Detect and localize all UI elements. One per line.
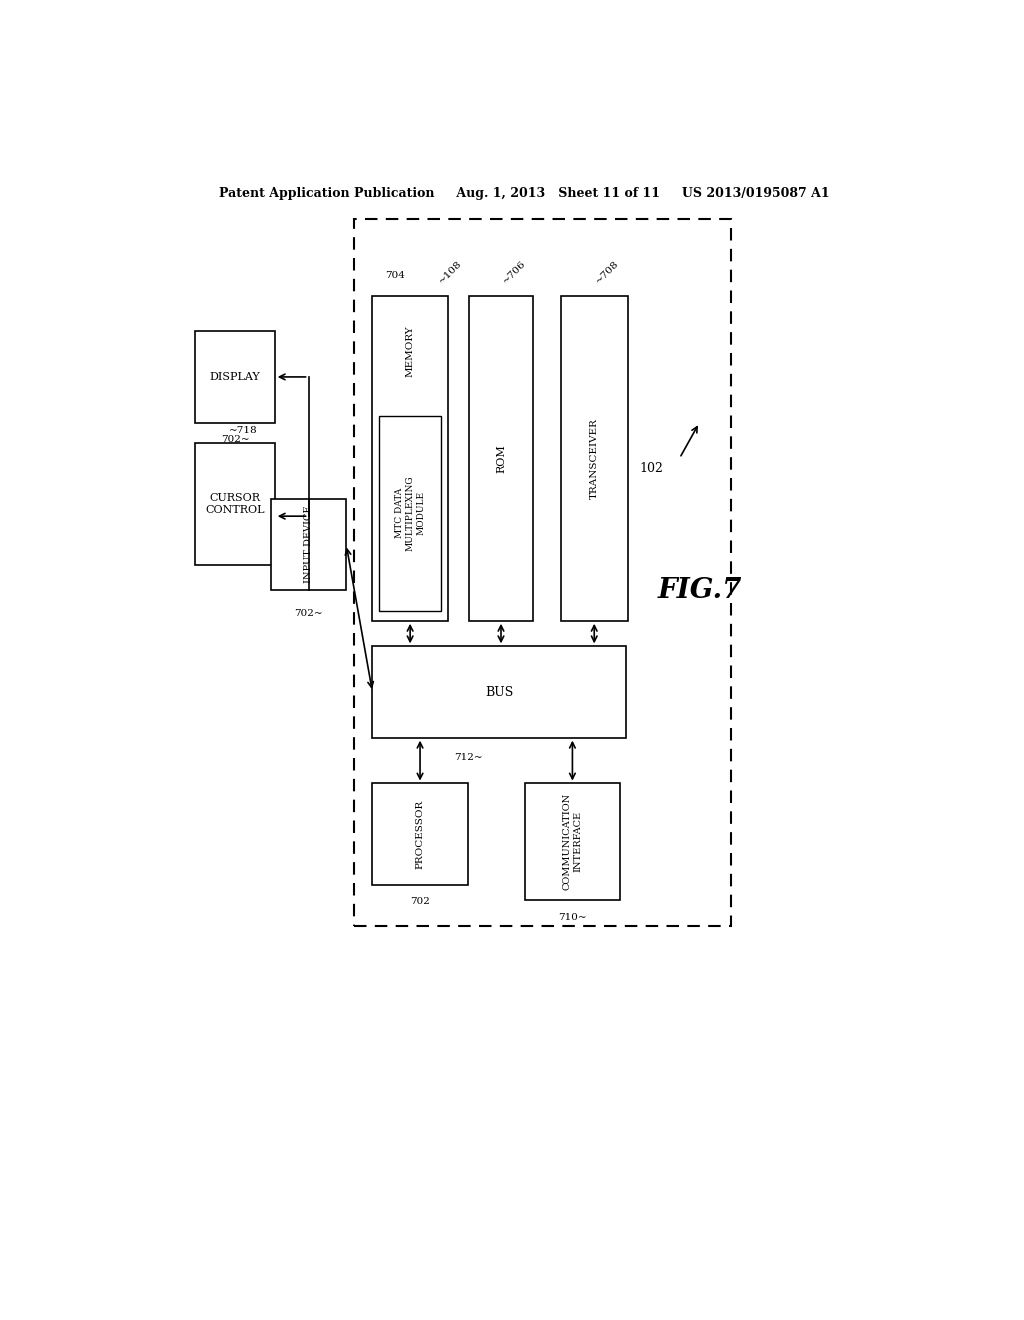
Text: 102: 102 [640, 462, 664, 475]
Text: FIG.7: FIG.7 [657, 577, 741, 603]
Text: PROCESSOR: PROCESSOR [416, 800, 425, 869]
Bar [270, 499, 346, 590]
Bar [469, 296, 532, 620]
Text: Patent Application Publication     Aug. 1, 2013   Sheet 11 of 11     US 2013/019: Patent Application Publication Aug. 1, 2… [219, 187, 830, 201]
Text: ROM: ROM [496, 444, 506, 473]
Bar [373, 784, 468, 886]
Bar [524, 784, 620, 900]
Text: 712~: 712~ [455, 752, 483, 762]
Bar [379, 416, 441, 611]
Text: MEMORY: MEMORY [406, 325, 415, 376]
Text: ~708: ~708 [594, 259, 621, 285]
Bar [196, 444, 274, 565]
Text: ~718: ~718 [228, 426, 257, 434]
Text: 702~: 702~ [221, 434, 250, 444]
Text: TRANSCEIVER: TRANSCEIVER [590, 418, 599, 499]
Text: CURSOR
CONTROL: CURSOR CONTROL [206, 494, 265, 515]
Text: INPUT DEVICE: INPUT DEVICE [304, 506, 313, 583]
Text: 702~: 702~ [294, 609, 323, 618]
Text: 704: 704 [385, 272, 404, 280]
Bar [354, 219, 731, 925]
Bar [196, 331, 274, 422]
Bar [373, 647, 627, 738]
Text: MTC DATA
MULTIPLEXING
MODULE: MTC DATA MULTIPLEXING MODULE [395, 475, 425, 550]
Text: 702: 702 [410, 898, 430, 907]
Text: ~706: ~706 [501, 259, 527, 285]
Bar [560, 296, 628, 620]
Text: DISPLAY: DISPLAY [210, 372, 260, 381]
Text: COMMUNICATION
INTERFACE: COMMUNICATION INTERFACE [563, 793, 582, 891]
Text: 710~: 710~ [558, 912, 587, 921]
Bar [373, 296, 447, 620]
Text: BUS: BUS [485, 685, 513, 698]
Text: ~108: ~108 [436, 259, 463, 285]
